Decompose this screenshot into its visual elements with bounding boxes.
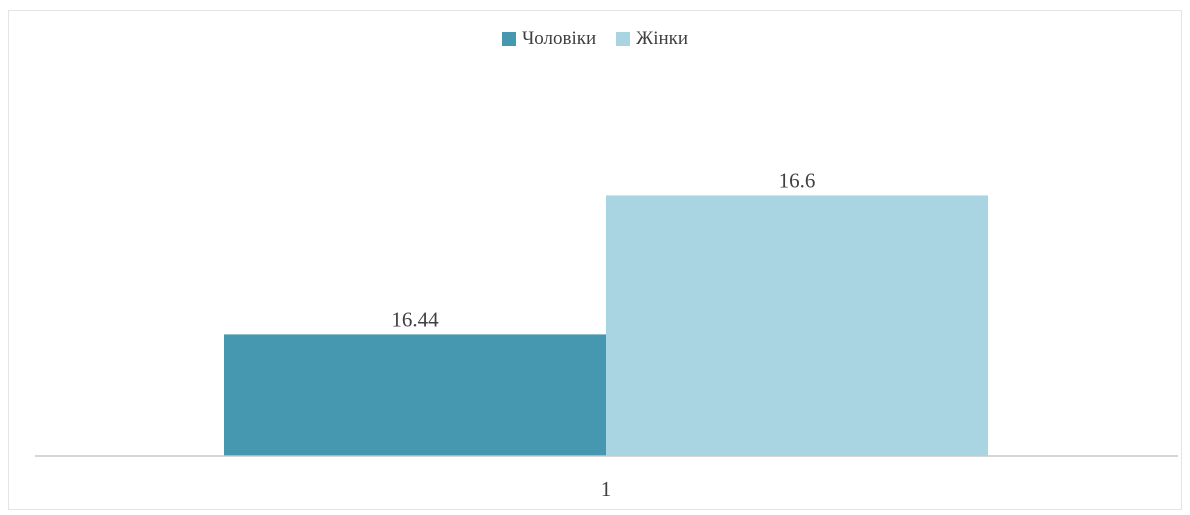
labels-group: 16.44 16.6 1 <box>391 168 815 501</box>
bars-group <box>224 195 988 456</box>
data-label-men: 16.44 <box>391 307 439 331</box>
bar-men <box>224 334 606 456</box>
bar-women <box>606 195 988 456</box>
data-label-women: 16.6 <box>779 168 816 192</box>
legend-swatch-women <box>616 32 631 46</box>
legend-swatch-men <box>501 32 516 46</box>
legend: Чоловіки Жінки <box>0 28 1190 50</box>
legend-item-men: Чоловіки <box>501 28 597 50</box>
legend-label-men: Чоловіки <box>521 28 597 49</box>
legend-label-women: Жінки <box>636 28 689 49</box>
legend-item-women: Жінки <box>616 28 688 50</box>
x-tick-label: 1 <box>601 477 612 501</box>
